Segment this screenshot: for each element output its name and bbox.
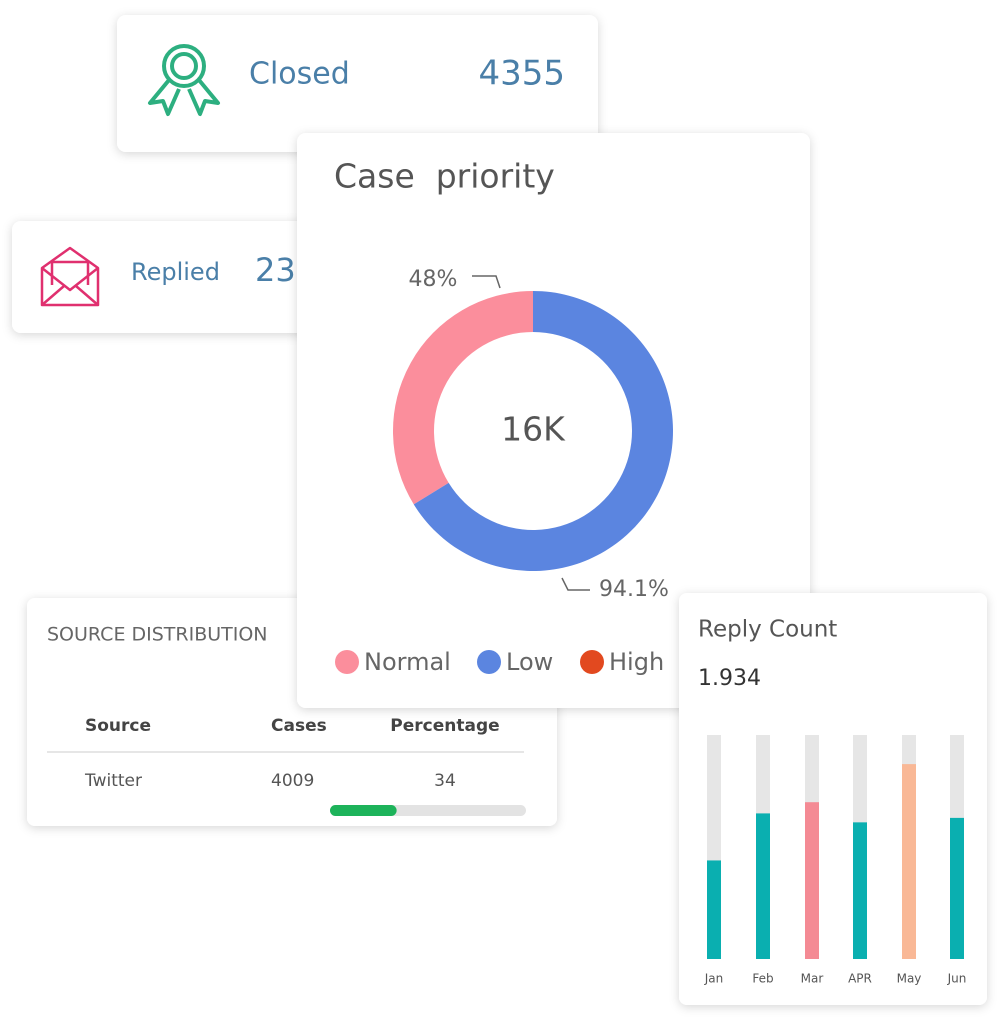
card-background: [679, 593, 987, 1005]
card-value: 4355: [478, 54, 565, 94]
closed-card: Closed 4355: [117, 15, 598, 152]
chart-title: Case priority: [334, 157, 555, 196]
leader-line: [561, 577, 590, 591]
case-priority-card: Case priority 16K 48% 94.1% Normal Low High: [297, 133, 810, 708]
chart-title: Reply Count: [698, 617, 837, 643]
progress-bar: [330, 805, 397, 816]
chart-subtitle: 1.934: [698, 666, 761, 691]
card-background: [297, 133, 810, 708]
x-tick-label: Jan: [704, 972, 724, 986]
card-value: 23: [255, 251, 296, 289]
value-label: 48%: [409, 267, 458, 292]
reply-count-card: Reply Count 1.934 Jan Feb Mar APR May Jun: [679, 593, 987, 1005]
donut-segment: [413, 291, 673, 571]
bar: [707, 860, 721, 959]
replied-card: Replied 23: [12, 221, 312, 333]
x-tick-label: Jun: [947, 972, 967, 986]
legend-label: Low: [506, 648, 553, 676]
bar: [805, 802, 819, 959]
card-label: Closed: [249, 57, 350, 92]
bar: [853, 822, 867, 959]
x-tick-label: Mar: [801, 972, 824, 986]
x-tick-label: Feb: [752, 972, 773, 986]
legend-label: Normal: [364, 648, 451, 676]
bar: [756, 813, 770, 959]
ribbon-icon: [148, 44, 220, 116]
bar: [950, 817, 964, 959]
card-label: Replied: [131, 258, 220, 286]
x-tick-label: APR: [848, 972, 872, 986]
value-label: 94.1%: [599, 577, 669, 602]
leader-line: [472, 275, 501, 289]
center-label: 16K: [501, 410, 566, 449]
card-title: SOURCE DISTRIBUTION: [47, 624, 268, 646]
legend-swatch: [477, 650, 501, 674]
column-header: Cases: [271, 716, 327, 736]
table-cell: 34: [434, 771, 456, 791]
donut-segment: [392, 291, 533, 505]
bar: [902, 764, 916, 959]
x-tick-label: May: [897, 972, 922, 986]
card-background: [117, 15, 598, 152]
legend-label: High: [609, 648, 664, 676]
column-header: Source: [85, 716, 151, 736]
table-cell: Twitter: [84, 771, 142, 791]
legend-swatch: [580, 650, 604, 674]
table-cell: 4009: [271, 771, 314, 791]
column-header: Percentage: [390, 716, 499, 736]
legend-swatch: [335, 650, 359, 674]
envelope-icon: [40, 246, 100, 307]
donut-segment: [413, 482, 449, 505]
